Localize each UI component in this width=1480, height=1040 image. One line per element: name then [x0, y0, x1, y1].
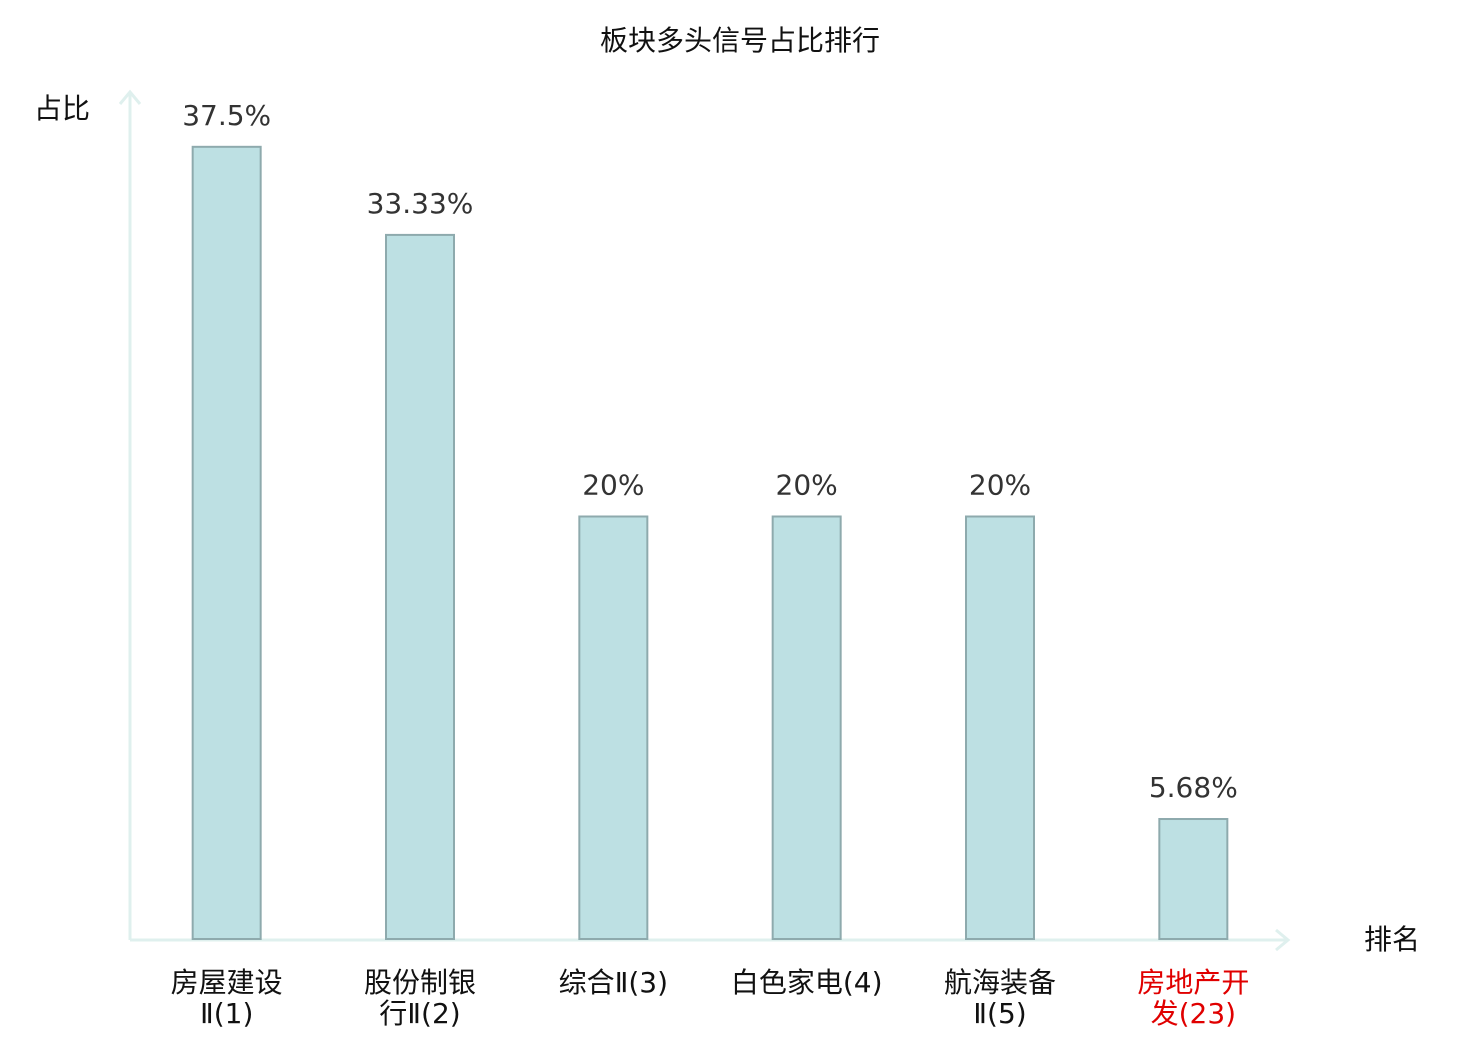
bar: [1158, 818, 1229, 941]
value-label: 33.33%: [367, 187, 474, 220]
value-label: 20%: [776, 469, 838, 502]
chart-title: 板块多头信号占比排行: [600, 24, 880, 57]
x-axis-label: 排名: [1364, 923, 1420, 956]
bar: [771, 515, 842, 940]
bar: [191, 145, 262, 940]
value-label: 37.5%: [182, 99, 271, 132]
bar: [385, 233, 455, 940]
bar: [578, 515, 649, 940]
bar: [965, 515, 1035, 940]
x-tick-label: 白色家电(4): [731, 966, 883, 999]
y-axis-label: 占比: [34, 92, 90, 125]
axes: [118, 89, 1291, 952]
x-axis-arrow: [1275, 928, 1291, 952]
x-tick-label: 发(23): [1151, 997, 1236, 1030]
y-axis-arrow: [118, 89, 142, 105]
value-label: 20%: [582, 469, 644, 502]
value-label: 20%: [969, 469, 1031, 502]
x-tick-label: 行Ⅱ(2): [379, 997, 460, 1030]
x-tick-label: 房地产开: [1137, 966, 1249, 999]
x-tick-label: 航海装备: [944, 966, 1056, 999]
x-tick-label: 房屋建设: [171, 966, 283, 999]
x-tick-label: Ⅱ(1): [200, 997, 253, 1030]
value-label: 5.68%: [1149, 771, 1238, 804]
x-tick-label: 股份制银: [364, 966, 476, 999]
x-tick-label: Ⅱ(5): [973, 997, 1026, 1030]
x-tick-label: 综合Ⅱ(3): [559, 966, 668, 999]
